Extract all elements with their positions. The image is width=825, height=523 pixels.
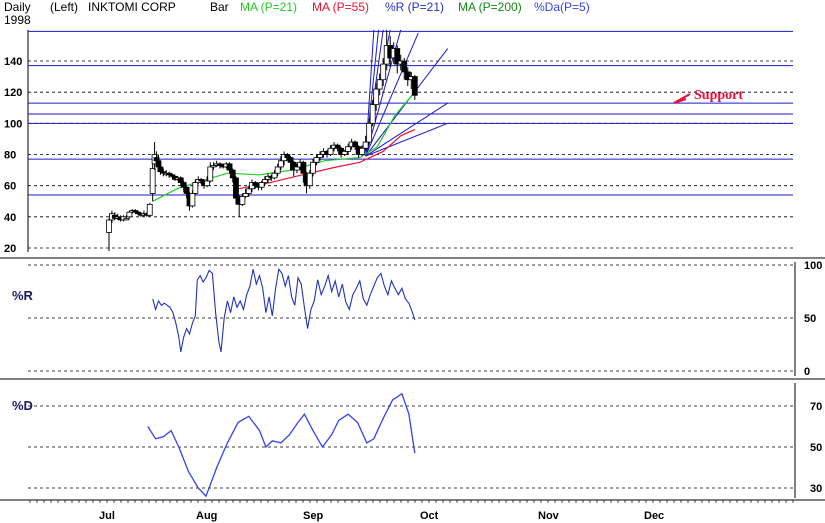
candle-body (123, 217, 130, 221)
price-tick-label: 60 (4, 181, 16, 193)
candle-body (401, 60, 408, 73)
period-label: Daily (4, 0, 31, 14)
legend-pctda: %Da(P=5) (534, 0, 590, 14)
x-tick-label: Oct (420, 510, 439, 522)
candle-body (313, 157, 320, 163)
candle-body (359, 147, 366, 155)
candle-body (352, 141, 359, 148)
fan-line (365, 32, 419, 157)
candle-body (306, 172, 313, 187)
candle-body (362, 141, 369, 149)
legend-ma55: MA (P=55) (312, 0, 369, 14)
candle-body (233, 177, 239, 199)
candle-body (245, 188, 252, 194)
pctr-tick-label: 50 (804, 313, 816, 325)
candle-body (157, 166, 164, 173)
candle-body (177, 177, 184, 183)
fan-line (365, 102, 448, 157)
legend-pctr: %R (P=21) (385, 0, 444, 14)
candle-body (300, 161, 307, 174)
pctr-panel-label: %R (12, 288, 34, 303)
price-tick-label: 80 (4, 150, 16, 162)
candle-body (189, 193, 196, 207)
candle-body (411, 76, 418, 96)
x-tick-label: Dec (644, 510, 664, 522)
candle-body (192, 182, 199, 194)
ma55-line (237, 129, 416, 190)
candle-body (284, 154, 291, 159)
style-label: Bar (210, 0, 229, 14)
support-annotation: Support (694, 88, 743, 103)
candle-body (271, 172, 278, 179)
candle-body (369, 104, 376, 124)
fan-line (365, 122, 448, 157)
legend-ma200: MA (P=200) (458, 0, 522, 14)
candle-body (229, 169, 236, 179)
candle-body (373, 88, 380, 106)
pctr-tick-label: 100 (804, 260, 822, 272)
candle-body (334, 144, 341, 149)
candle-body (310, 161, 316, 174)
candle-body (327, 147, 334, 155)
symbol-title: INKTOMI CORP (88, 0, 176, 14)
candle-body (239, 196, 246, 205)
year-label: 1998 (4, 13, 31, 27)
candle-body (242, 193, 249, 197)
candle-body (217, 163, 223, 166)
candle-body (287, 157, 294, 163)
candle-body (149, 168, 156, 194)
candles-layer (106, 29, 418, 252)
tick-labels-layer: 20 40 60 80 100 120 140 0 50 100 30 50 70 Jul Aug Sep Oc… (4, 56, 822, 522)
candle-body (345, 146, 352, 152)
price-tick-label: 20 (4, 243, 16, 255)
x-tick-label: Aug (196, 510, 217, 522)
candle-body (277, 160, 284, 168)
candle-body (210, 165, 217, 168)
candle-body (341, 150, 348, 155)
candle-body (258, 182, 265, 188)
candle-body (146, 203, 153, 216)
candle-body (261, 179, 268, 183)
candle-body (404, 71, 411, 81)
candle-body (204, 180, 210, 187)
candle-body (294, 166, 300, 171)
support-arrow-head (673, 98, 687, 104)
candle-body (274, 166, 281, 174)
pctd-tick-label: 50 (810, 442, 822, 454)
price-tick-label: 140 (4, 56, 22, 68)
candle-body (290, 161, 297, 171)
pctr-line (152, 267, 416, 353)
pctd-tick-label: 30 (810, 483, 822, 495)
pctd-tick-label: 70 (810, 401, 822, 413)
candle-body (183, 186, 190, 194)
x-tick-label: Nov (538, 510, 560, 522)
indicator-lines-layer (147, 267, 416, 498)
candle-body (376, 79, 383, 90)
x-tick-label: Sep (303, 510, 323, 522)
price-tick-label: 100 (4, 118, 22, 130)
pctd-line (147, 392, 416, 498)
candle-body (317, 154, 323, 159)
pctd-panel-label: %D (12, 398, 33, 413)
candle-body (366, 122, 373, 143)
candle-body (106, 219, 112, 233)
side-label: (Left) (50, 0, 78, 14)
candle-body (207, 166, 214, 182)
price-tick-label: 40 (4, 212, 16, 224)
price-tick-label: 120 (4, 87, 22, 99)
candle-body (394, 48, 401, 65)
pctr-tick-label: 0 (804, 366, 810, 378)
candle-body (226, 163, 233, 171)
blue-levels-layer (28, 30, 793, 196)
candle-body (252, 182, 259, 187)
candle-body (180, 182, 187, 188)
x-tick-label: Jul (99, 510, 115, 522)
grid-layer (27, 30, 793, 489)
legend-ma21: MA (P=21) (240, 0, 297, 14)
candle-body (380, 63, 387, 81)
candle-body (126, 211, 133, 218)
